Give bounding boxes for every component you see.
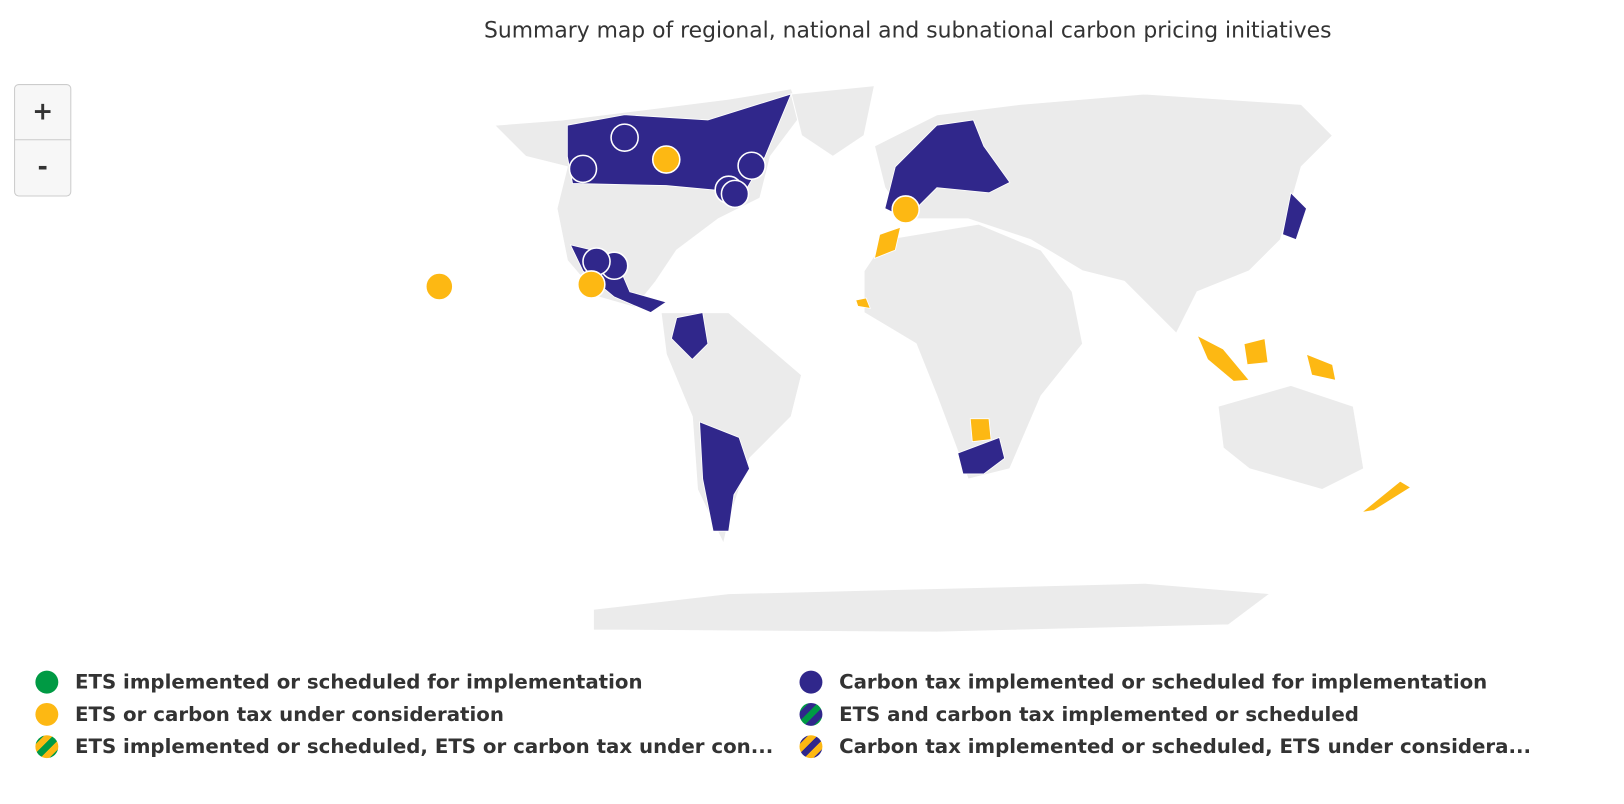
legend-swatch xyxy=(35,735,59,759)
marker[interactable] xyxy=(651,145,681,174)
legend-label: Carbon tax implemented or scheduled for … xyxy=(839,671,1487,694)
marker[interactable] xyxy=(737,151,766,181)
botswana xyxy=(969,418,992,443)
legend-label: ETS implemented or scheduled, ETS or car… xyxy=(75,735,773,758)
zoom-in-button[interactable]: + xyxy=(32,97,53,126)
marker[interactable] xyxy=(568,154,598,184)
marker[interactable] xyxy=(720,179,750,209)
legend-label: ETS or carbon tax under consideration xyxy=(75,703,504,726)
morocco xyxy=(873,226,902,260)
legend-label: Carbon tax implemented or scheduled, ETS… xyxy=(839,735,1531,758)
legend-swatch xyxy=(799,670,823,694)
papua xyxy=(1305,353,1337,381)
legend-swatch xyxy=(799,735,823,759)
colombia xyxy=(671,312,709,360)
marker[interactable] xyxy=(576,270,606,299)
antarctica xyxy=(592,582,1272,633)
senegal xyxy=(855,297,871,309)
borneo xyxy=(1243,338,1269,366)
map-title: Summary map of regional, national and su… xyxy=(484,18,1332,43)
new-zealand xyxy=(1360,480,1412,514)
legend-label: ETS implemented or scheduled for impleme… xyxy=(75,671,643,694)
legend-swatch xyxy=(35,702,59,726)
greenland xyxy=(790,85,876,158)
legend: ETS implemented or scheduled for impleme… xyxy=(35,670,1531,759)
australia xyxy=(1217,384,1365,491)
south-africa xyxy=(957,436,1006,475)
zoom-out-button[interactable]: - xyxy=(37,152,47,181)
marker[interactable] xyxy=(610,123,639,152)
europe xyxy=(884,119,1011,220)
legend-swatch xyxy=(799,702,823,726)
legend-label: ETS and carbon tax implemented or schedu… xyxy=(839,703,1359,726)
japan xyxy=(1282,191,1307,241)
zoom-controls: + - xyxy=(14,84,72,197)
argentina-chile xyxy=(699,421,750,532)
indonesia xyxy=(1196,334,1251,382)
marker[interactable] xyxy=(424,272,454,301)
world-map xyxy=(424,85,1412,633)
legend-swatch xyxy=(35,670,59,694)
africa xyxy=(863,223,1084,480)
marker[interactable] xyxy=(891,195,921,224)
